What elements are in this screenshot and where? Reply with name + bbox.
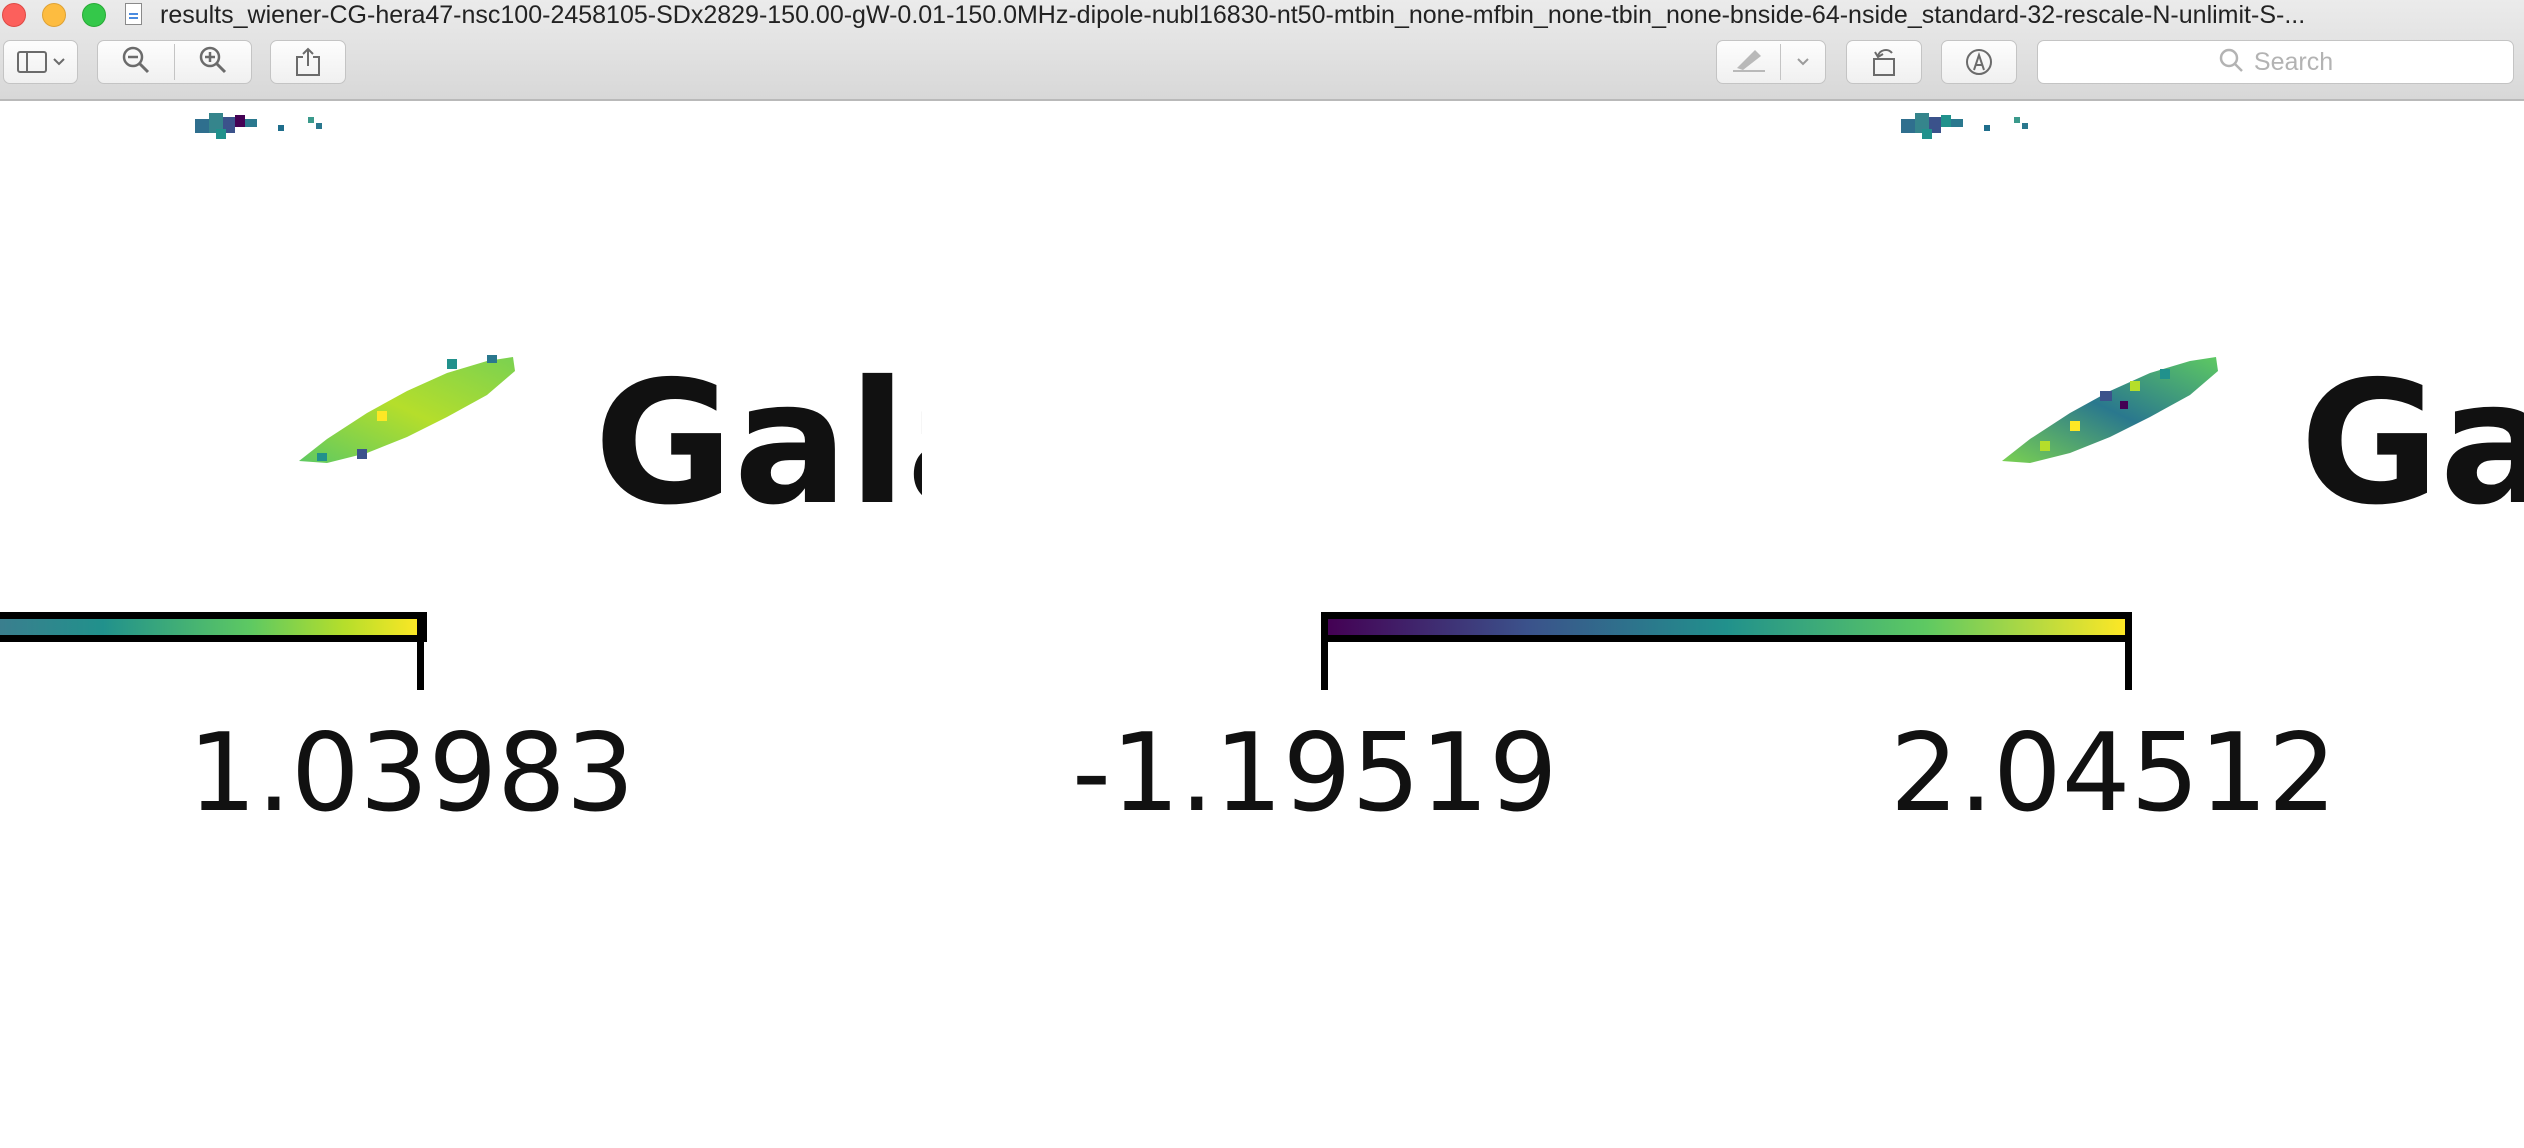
document-view[interactable]: Gala 1.03983 Ga -1.19519 2.04512 bbox=[0, 101, 2524, 1148]
search-placeholder: Search bbox=[2253, 47, 2334, 76]
search-field[interactable]: Search bbox=[2037, 40, 2514, 84]
galaxy-blob-right bbox=[2002, 357, 2218, 463]
annotate-icon bbox=[1964, 47, 1994, 77]
galaxy-blob-left bbox=[299, 355, 515, 463]
colorbar-right-min-tick bbox=[1321, 612, 1328, 690]
fullscreen-window-button[interactable] bbox=[82, 3, 106, 27]
sidebar-icon bbox=[16, 51, 47, 73]
map-fragment-top-left bbox=[195, 113, 322, 139]
markup-group bbox=[1716, 40, 1826, 84]
colorbar-left-max-tick bbox=[417, 612, 424, 690]
map-fragment-top-right bbox=[1901, 113, 2028, 139]
colorbar-right-min-label: -1.19519 bbox=[1072, 711, 1558, 836]
colorbar-right-max-tick bbox=[2125, 612, 2132, 690]
search-icon bbox=[2218, 47, 2244, 78]
colorbar-right-max-label: 2.04512 bbox=[1890, 711, 2337, 836]
galaxy-label-left: Gala bbox=[594, 359, 922, 529]
markup-toolbar-button[interactable] bbox=[1941, 40, 2017, 84]
sidebar-toggle-button[interactable] bbox=[3, 40, 78, 84]
chevron-down-icon bbox=[1797, 53, 1809, 71]
rotate-button[interactable] bbox=[1846, 40, 1922, 84]
document-proxy-icon[interactable] bbox=[125, 3, 142, 25]
markup-pen-icon bbox=[1731, 48, 1767, 77]
zoom-divider bbox=[174, 44, 175, 80]
zoom-out-icon bbox=[121, 45, 151, 80]
share-icon bbox=[295, 47, 321, 77]
highlight-button[interactable] bbox=[1717, 41, 1780, 83]
highlight-options-button[interactable] bbox=[1781, 41, 1825, 83]
rotate-icon bbox=[1868, 47, 1900, 77]
zoom-in-button[interactable] bbox=[175, 41, 251, 83]
colorbar-left-max-label: 1.03983 bbox=[188, 711, 635, 836]
colorbar-right bbox=[1321, 612, 2132, 642]
colorbar-left bbox=[0, 612, 427, 642]
galaxy-label-right: Ga bbox=[2300, 359, 2524, 529]
share-button[interactable] bbox=[270, 40, 346, 84]
zoom-out-button[interactable] bbox=[98, 41, 174, 83]
chevron-down-icon bbox=[52, 58, 65, 66]
minimize-window-button[interactable] bbox=[42, 3, 66, 27]
window-title: results_wiener-CG-hera47-nsc100-2458105-… bbox=[160, 1, 2306, 29]
title-bar: results_wiener-CG-hera47-nsc100-2458105-… bbox=[0, 0, 2524, 101]
close-window-button[interactable] bbox=[2, 3, 26, 27]
zoom-in-icon bbox=[198, 45, 228, 80]
markup-divider bbox=[1780, 44, 1781, 80]
